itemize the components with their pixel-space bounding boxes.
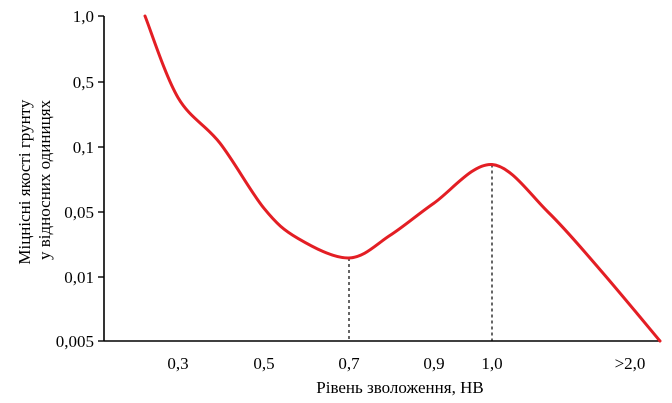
y-tick-label: 0,1 (73, 138, 94, 157)
x-axis-title: Рівень зволоження, НВ (316, 378, 483, 397)
y-axis-title: Міцнісні якості грунту у відносних одини… (15, 95, 54, 264)
x-tick-label: 1,0 (481, 354, 502, 373)
x-ticks: 0,3 0,5 0,7 0,9 1,0 >2,0 (167, 354, 645, 373)
x-tick-label: 0,9 (423, 354, 444, 373)
y-axis-title-line-1: Міцнісні якості грунту (15, 99, 34, 265)
x-tick-label: 0,5 (253, 354, 274, 373)
y-tick-label: 0,01 (64, 268, 94, 287)
x-tick-label: 0,7 (338, 354, 360, 373)
x-tick-label: 0,3 (167, 354, 188, 373)
x-tick-label: >2,0 (615, 354, 646, 373)
y-tick-label: 0,05 (64, 203, 94, 222)
series-line (143, 14, 662, 343)
y-tick-label: 1,0 (73, 7, 94, 26)
y-tick-label: 0,005 (56, 332, 94, 351)
y-tick-label: 0,5 (73, 73, 94, 92)
guide-lines (348, 164, 493, 341)
y-axis-title-line-2: у відносних одиницях (35, 99, 54, 260)
series-layer (143, 14, 662, 343)
y-ticks: 1,0 0,5 0,1 0,05 0,01 0,005 (56, 7, 104, 351)
axes (103, 16, 660, 342)
